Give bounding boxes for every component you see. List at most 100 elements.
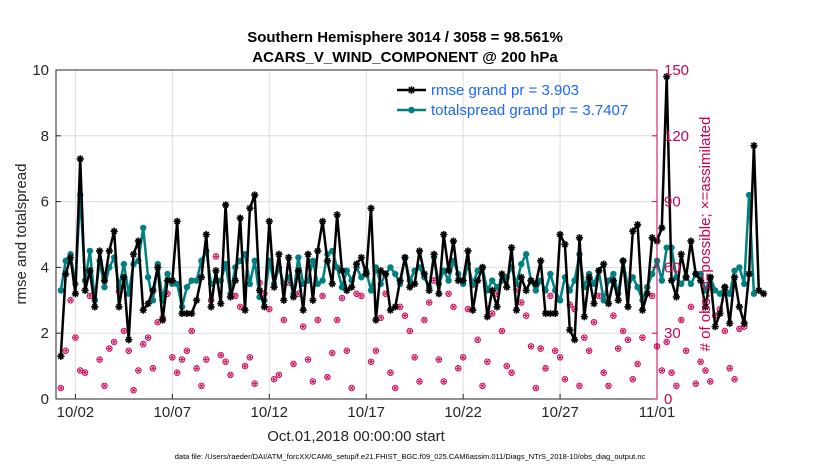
obs-assimilated-marker: [348, 385, 355, 391]
y2-tick-label: 120: [664, 128, 689, 145]
totalspread-point: [387, 264, 394, 271]
totalspread-point: [392, 270, 399, 278]
rmse-point: [600, 260, 608, 268]
obs-assimilated-marker: [145, 334, 151, 341]
totalspread-point: [663, 244, 670, 251]
rmse-point: [624, 303, 632, 311]
rmse-point: [352, 260, 361, 268]
rmse-point: [76, 155, 84, 163]
obs-assimilated-marker: [576, 383, 583, 389]
rmse-point: [726, 319, 734, 327]
rmse-point: [62, 270, 70, 278]
obs-assimilated-marker: [533, 385, 539, 391]
rmse-point: [338, 267, 346, 275]
rmse-point: [580, 313, 588, 321]
obs-assimilated-marker: [668, 370, 675, 376]
rmse-point: [173, 217, 181, 225]
rmse-point: [435, 290, 443, 298]
rmse-point: [590, 299, 598, 308]
legend-rmse-label: rmse grand pr = 3.903: [431, 82, 579, 99]
rmse-point: [575, 234, 584, 242]
rmse-point: [750, 142, 758, 150]
obs-assimilated-marker: [344, 348, 350, 354]
obs-assimilated-marker: [324, 374, 331, 380]
totalspread-point: [140, 224, 147, 232]
totalspread-point: [687, 280, 695, 288]
rmse-point: [682, 273, 690, 281]
rmse-point: [406, 283, 414, 291]
obs-assimilated-marker: [678, 317, 685, 323]
totalspread-point: [295, 254, 302, 261]
rmse-point: [251, 191, 259, 199]
x-tick-label: 10/27: [541, 404, 579, 421]
obs-assimilated-marker: [135, 367, 142, 374]
rmse-point: [396, 276, 404, 285]
rmse-point: [81, 286, 89, 295]
obs-assimilated-marker: [620, 328, 626, 334]
rmse-point: [333, 211, 341, 219]
rmse-point: [314, 247, 322, 255]
rmse-point: [362, 270, 370, 278]
rmse-point: [614, 296, 622, 304]
rmse-point: [687, 237, 695, 245]
y2-tick-label: 150: [664, 62, 689, 79]
obs-assimilated-marker: [629, 376, 636, 382]
obs-assimilated-marker: [150, 365, 156, 371]
rmse-point: [667, 276, 676, 285]
rmse-point: [86, 267, 94, 275]
rmse-point: [425, 286, 433, 295]
obs-assimilated-marker: [489, 310, 496, 317]
rmse-point: [474, 276, 482, 285]
obs-assimilated-marker: [125, 348, 132, 354]
rmse-point: [139, 306, 147, 314]
obs-assimilated-marker: [586, 348, 592, 354]
totalspread-point: [144, 274, 152, 281]
obs-assimilated-marker: [130, 387, 137, 393]
obs-assimilated-marker: [72, 334, 79, 341]
obs-assimilated-marker: [58, 385, 64, 391]
rmse-point: [357, 253, 365, 262]
totalspread-point: [367, 287, 375, 294]
obs-assimilated-marker: [683, 348, 689, 354]
obs-assimilated-marker: [310, 378, 316, 385]
rmse-point: [493, 303, 501, 311]
legend: rmse grand pr = 3.903 totalspread grand …: [397, 82, 628, 119]
totalspread-point: [120, 260, 128, 268]
obs-assimilated-marker: [557, 354, 563, 360]
chart-title-line-2: ACARS_V_WIND_COMPONENT @ 200 hPa: [252, 49, 558, 66]
x-tick-label: 10/02: [57, 404, 95, 421]
y2-tick-label: 0: [664, 391, 672, 408]
rmse-point: [386, 306, 395, 314]
rmse-point: [304, 250, 312, 258]
rmse-point: [401, 253, 409, 262]
rmse-point: [236, 214, 244, 222]
obs-assimilated-marker: [426, 299, 433, 306]
obs-assimilated-marker: [436, 356, 442, 363]
obs-assimilated-marker: [222, 359, 229, 365]
rmse-point: [517, 273, 525, 281]
rmse-point: [420, 270, 428, 278]
y2-tick-label: 60: [664, 259, 681, 276]
obs-assimilated-marker: [358, 293, 365, 299]
obs-assimilated-marker: [421, 317, 428, 323]
obs-assimilated-marker: [387, 370, 394, 376]
rmse-point: [294, 267, 302, 275]
totalspread-point: [750, 290, 758, 297]
y-tick-label: 10: [32, 62, 49, 79]
rmse-point: [212, 267, 220, 275]
x-tick-label: 10/12: [250, 404, 288, 421]
rmse-point: [730, 273, 739, 281]
rmse-point: [735, 303, 743, 311]
obs-assimilated-marker: [537, 345, 544, 352]
obs-assimilated-marker: [736, 326, 743, 332]
obs-assimilated-marker: [552, 348, 559, 354]
rmse-point: [677, 250, 685, 258]
totalspread-point: [736, 264, 743, 271]
rmse-point: [348, 283, 356, 291]
rmse-point: [110, 227, 118, 235]
rmse-point: [188, 309, 196, 318]
rmse-point: [323, 257, 332, 265]
obs-assimilated-marker: [610, 313, 617, 319]
rmse-point: [163, 276, 172, 285]
